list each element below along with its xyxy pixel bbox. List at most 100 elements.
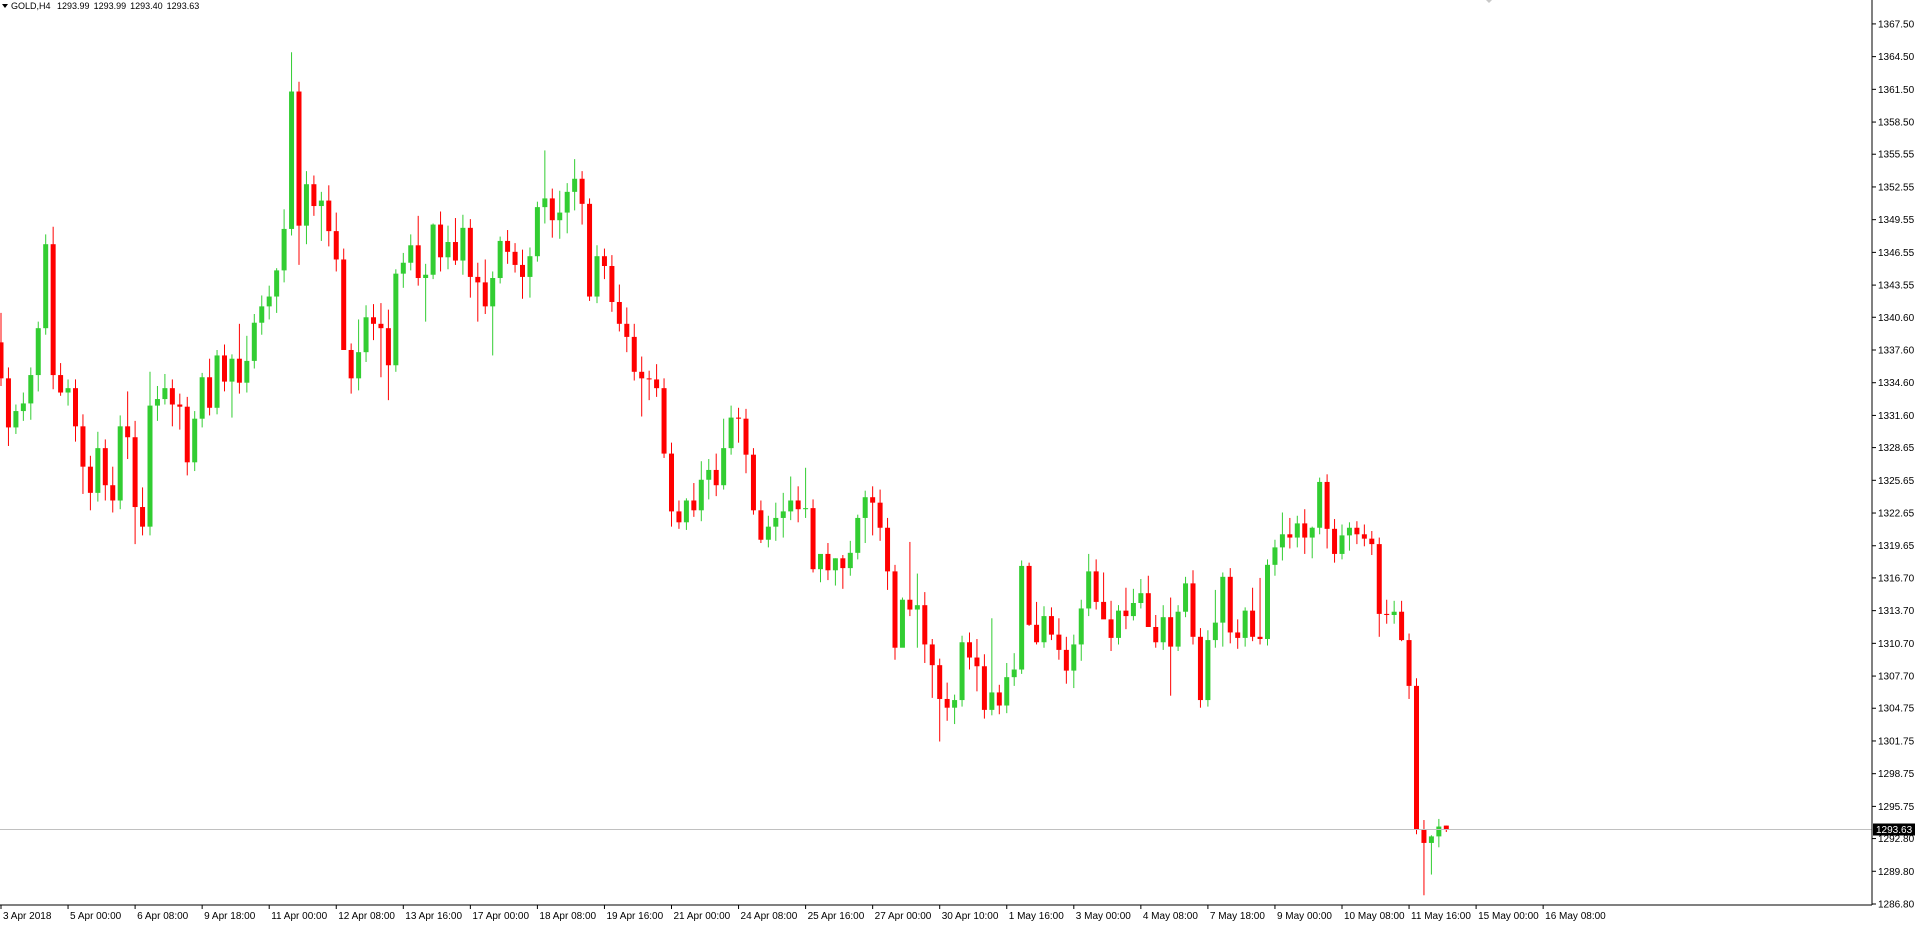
candle-body xyxy=(222,355,227,382)
candle-body xyxy=(1011,669,1017,678)
candle xyxy=(669,442,674,527)
candle-body xyxy=(885,527,891,572)
candle xyxy=(1019,560,1025,674)
candle xyxy=(1160,605,1166,650)
candle xyxy=(1116,605,1121,645)
candle xyxy=(1272,539,1278,576)
candle-body xyxy=(1436,826,1442,837)
candle-body xyxy=(899,599,905,648)
candle xyxy=(1101,572,1107,620)
price-tick-label: 1343.55 xyxy=(1878,281,1915,292)
candle-body xyxy=(840,558,846,569)
candle xyxy=(1227,568,1233,644)
candle-body xyxy=(1101,601,1107,620)
candle-body xyxy=(132,437,138,508)
candle-body xyxy=(236,358,242,383)
candle-body xyxy=(378,323,384,329)
candle xyxy=(527,247,533,298)
candle xyxy=(952,694,958,725)
time-tick-label: 13 Apr 16:00 xyxy=(405,911,462,922)
candle xyxy=(1257,577,1263,645)
candle-body xyxy=(147,405,153,527)
candle xyxy=(1436,818,1442,848)
candle-body xyxy=(1406,640,1412,686)
candle xyxy=(0,312,4,386)
candle-body xyxy=(259,306,265,323)
price-tick-label: 1286.80 xyxy=(1878,900,1915,911)
candle-body xyxy=(1414,685,1419,830)
candle-body xyxy=(1332,528,1338,554)
candle xyxy=(236,323,242,394)
candle xyxy=(572,159,578,211)
time-tick-label: 7 May 18:00 xyxy=(1210,911,1265,922)
candle xyxy=(803,467,809,518)
candle-body xyxy=(1175,611,1181,647)
candle xyxy=(1346,522,1352,551)
candle-body xyxy=(482,282,488,307)
candle-body xyxy=(303,184,309,226)
candle xyxy=(1414,678,1419,835)
price-tick-label: 1325.65 xyxy=(1878,476,1915,487)
candle xyxy=(1384,599,1390,624)
candle xyxy=(996,684,1002,715)
candle xyxy=(423,263,429,322)
candle-body xyxy=(1004,677,1010,706)
candle xyxy=(914,573,920,648)
candle-body xyxy=(1138,593,1144,604)
candle xyxy=(430,223,436,280)
candle-body xyxy=(870,497,876,503)
candle-body xyxy=(1220,576,1226,623)
candle-body xyxy=(1324,481,1330,529)
candle xyxy=(132,420,138,545)
time-tick-label: 18 Apr 08:00 xyxy=(539,911,596,922)
candle xyxy=(1123,587,1129,630)
candle-body xyxy=(713,469,719,486)
candle xyxy=(43,234,49,335)
candle-body xyxy=(177,404,183,407)
candle xyxy=(1212,589,1218,648)
candle xyxy=(505,230,511,264)
candle-body xyxy=(415,245,421,279)
candle-body xyxy=(430,224,436,275)
candle xyxy=(169,379,175,427)
candle-body xyxy=(460,227,466,261)
candle xyxy=(870,486,876,536)
time-axis[interactable]: 3 Apr 2018 5 Apr 00:00 6 Apr 08:00 9 Apr 18… xyxy=(0,905,1606,922)
candle-body xyxy=(929,644,935,666)
candle xyxy=(758,500,764,544)
candle-body xyxy=(296,91,302,226)
candle-body xyxy=(385,328,391,366)
candle xyxy=(154,385,160,421)
dropdown-triangle-icon[interactable] xyxy=(2,4,8,8)
shift-marker-icon[interactable] xyxy=(1486,0,1492,3)
candle-body xyxy=(20,403,26,412)
candle-body xyxy=(244,360,250,383)
candle xyxy=(1391,600,1397,624)
candle xyxy=(1093,559,1099,610)
candle xyxy=(661,378,667,458)
candle-body xyxy=(818,553,823,570)
candle-body xyxy=(624,323,630,337)
price-tick-label: 1328.65 xyxy=(1878,443,1915,454)
candle-body xyxy=(452,242,458,261)
candle xyxy=(587,198,593,301)
candle xyxy=(639,356,645,417)
candle xyxy=(460,214,466,275)
candle-body xyxy=(1078,608,1084,645)
price-tick-label: 1289.80 xyxy=(1878,867,1915,878)
candle-body xyxy=(400,262,406,274)
time-tick-label: 25 Apr 16:00 xyxy=(808,911,865,922)
candle xyxy=(780,492,786,538)
candle-body xyxy=(944,698,950,708)
candle xyxy=(981,654,987,719)
candle xyxy=(1265,559,1270,646)
candle-body xyxy=(572,178,578,192)
candle-body xyxy=(274,270,280,297)
candle xyxy=(140,487,146,536)
candle-body xyxy=(810,508,816,570)
candle xyxy=(20,392,26,421)
candle xyxy=(706,459,712,500)
candle xyxy=(810,499,816,573)
